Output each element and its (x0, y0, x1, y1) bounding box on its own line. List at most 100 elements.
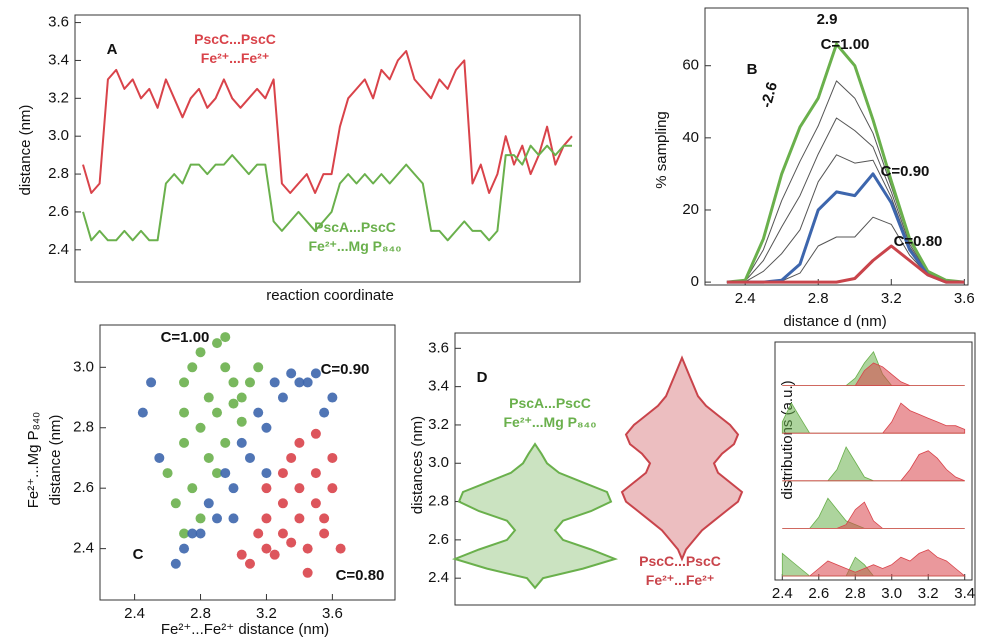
y-tick-label: 0 (691, 273, 699, 290)
scatter-point (236, 549, 247, 560)
y-tick-label: 3.0 (73, 358, 94, 375)
y-tick-label: 3.2 (48, 89, 69, 106)
x-tick-label: 3.2 (881, 290, 902, 307)
scatter-point (212, 338, 223, 349)
x-tick-label: 2.8 (190, 605, 211, 622)
x-axis-label: distance d (nm) (783, 313, 886, 330)
scatter-point (195, 528, 206, 539)
y-axis-label: distributions (a.u.) (779, 380, 796, 499)
scatter-point (261, 513, 272, 524)
scatter-point (228, 513, 239, 524)
scatter-point (327, 452, 338, 463)
scatter-point (310, 498, 321, 509)
scatter-point (319, 407, 330, 418)
scatter-point (302, 567, 313, 578)
y-axis-label: % sampling (653, 111, 670, 189)
annotation: -2.6 (758, 80, 781, 109)
x-tick-label: 2.8 (808, 290, 829, 307)
x-tick-label: 2.4 (772, 585, 793, 602)
scatter-point (220, 332, 231, 343)
y-tick-label: 2.8 (428, 493, 449, 510)
scatter-point (294, 513, 305, 524)
x-tick-label: 3.6 (954, 290, 975, 307)
scatter-point (137, 407, 148, 418)
y-tick-label: 3.0 (48, 127, 69, 144)
distribution-area (782, 450, 965, 482)
series-label: C=1.00 (161, 329, 210, 346)
series-line (726, 244, 965, 284)
scatter-point (236, 437, 247, 448)
scatter-point (203, 452, 214, 463)
series-line (726, 172, 965, 284)
scatter-point (195, 422, 206, 433)
x-tick-label: 2.8 (845, 585, 866, 602)
scatter-point (269, 377, 280, 388)
scatter-point (261, 483, 272, 494)
axes-frame (704, 7, 969, 286)
distribution-line (726, 80, 965, 283)
y-axis-label: distance (nm) (47, 415, 64, 506)
scatter-point (253, 407, 264, 418)
scatter-point (236, 416, 247, 427)
y-axis-label: distances (nm) (409, 416, 426, 514)
panel-letter: D (477, 369, 488, 386)
scatter-point (236, 392, 247, 403)
scatter-point (154, 452, 165, 463)
y-tick-label: 2.4 (48, 241, 69, 258)
y-tick-label: 3.0 (428, 454, 449, 471)
panel-letter: B (747, 61, 758, 78)
y-tick-label: 3.4 (428, 378, 449, 395)
distribution-area (782, 549, 966, 577)
scatter-point (203, 392, 214, 403)
x-tick-label: 3.2 (256, 605, 277, 622)
series-line (726, 42, 965, 284)
y-tick-label: 2.8 (73, 419, 94, 436)
series-label: PscA...PscC Fe²⁺...Mg P₈₄₀ (503, 395, 597, 430)
scatter-point (187, 483, 198, 494)
scatter-point (203, 498, 214, 509)
series-label: C=0.80 (894, 233, 943, 250)
scatter-point (269, 549, 280, 560)
scatter-point (228, 377, 239, 388)
scatter-point (179, 407, 190, 418)
scatter-point (220, 437, 231, 448)
scatter-point (310, 428, 321, 439)
scatter-point (277, 528, 288, 539)
y-axis-label: Fe²⁺...Mg P₈₄₀ (25, 412, 42, 509)
scatter-point (162, 468, 173, 479)
series-label: C=0.80 (336, 567, 385, 584)
x-tick-label: 3.2 (918, 585, 939, 602)
scatter-point (277, 468, 288, 479)
scatter-point (170, 498, 181, 509)
axes-frame (454, 332, 976, 606)
scatter-point (261, 543, 272, 554)
scatter-point (146, 377, 157, 388)
y-tick-label: 2.8 (48, 165, 69, 182)
series-label: PscC...PscC Fe²⁺...Fe²⁺ (639, 553, 721, 588)
scatter-point (244, 377, 255, 388)
scatter-point (170, 558, 181, 569)
x-tick-label: 2.4 (735, 290, 756, 307)
x-tick-label: 3.4 (954, 585, 975, 602)
axes-frame (99, 324, 396, 601)
scatter-point (179, 437, 190, 448)
scatter-point (327, 392, 338, 403)
scatter-point (319, 513, 330, 524)
scatter-point (286, 452, 297, 463)
annotation: 2.9 (817, 11, 838, 28)
series-line (82, 144, 572, 242)
scatter-point (310, 368, 321, 379)
y-tick-label: 2.6 (428, 531, 449, 548)
y-tick-label: 3.6 (428, 339, 449, 356)
x-tick-label: 2.4 (124, 605, 145, 622)
scatter-point (228, 483, 239, 494)
y-tick-label: 2.6 (73, 479, 94, 496)
scatter-point (228, 398, 239, 409)
scatter-point (187, 362, 198, 373)
distribution-line (726, 117, 965, 283)
scatter-point (244, 558, 255, 569)
scatter-point (179, 377, 190, 388)
x-tick-label: 3.6 (322, 605, 343, 622)
y-tick-label: 2.4 (428, 569, 449, 586)
scatter-point (277, 392, 288, 403)
